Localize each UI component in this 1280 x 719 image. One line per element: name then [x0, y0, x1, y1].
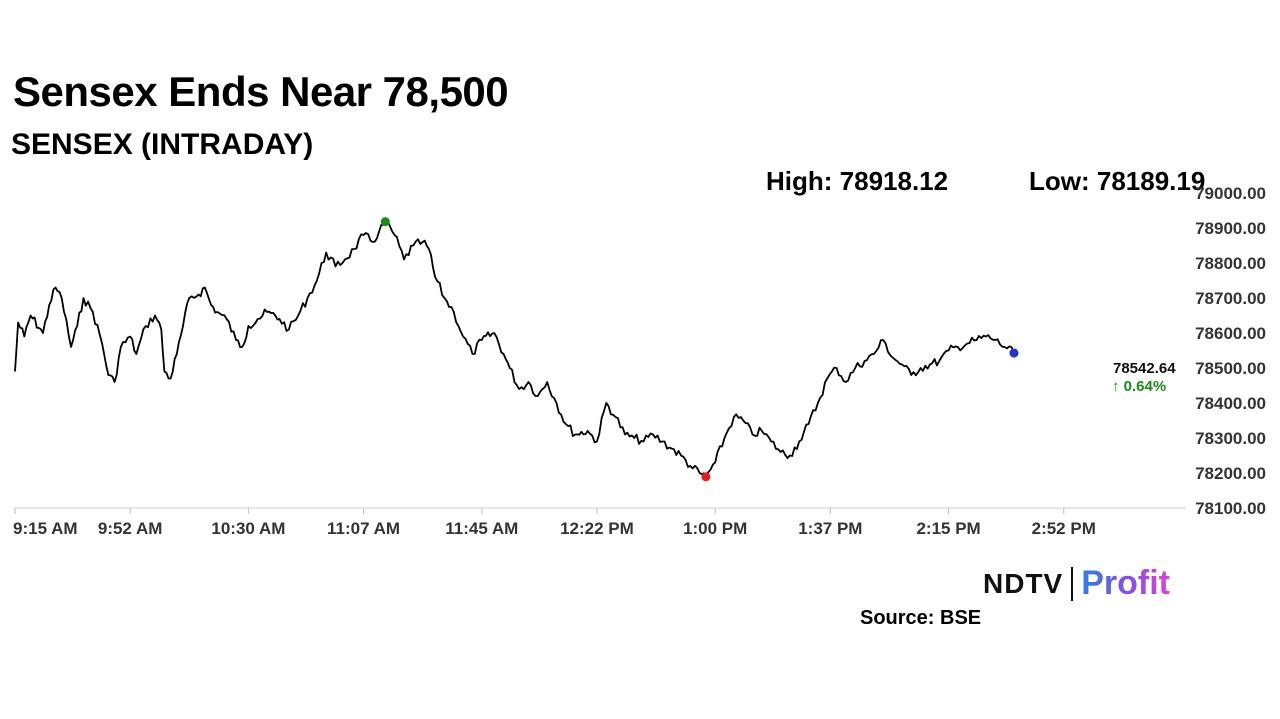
x-tick-label: 2:52 PM [1032, 519, 1096, 538]
high-point-marker [380, 217, 390, 227]
chart-subtitle: SENSEX (INTRADAY) [11, 128, 314, 161]
ndtv-profit-logo: NDTV Profit [983, 564, 1170, 603]
x-tick-label: 11:45 AM [445, 519, 518, 538]
last-point-marker [1009, 348, 1019, 358]
low-point-marker [701, 472, 711, 482]
y-tick-label: 78900.00 [1195, 219, 1266, 238]
x-tick-label: 2:15 PM [916, 519, 980, 538]
y-tick-label: 78100.00 [1195, 499, 1266, 518]
headline: Sensex Ends Near 78,500 [13, 68, 509, 115]
x-tick-label: 10:30 AM [211, 519, 285, 538]
y-tick-label: 78500.00 [1195, 359, 1266, 378]
y-tick-label: 78700.00 [1195, 289, 1266, 308]
series-layer [14, 220, 1015, 478]
last-value-labels: 78542.64↑ 0.64% [1112, 360, 1176, 395]
y-tick-label: 78800.00 [1195, 254, 1266, 273]
brand-divider [1071, 566, 1074, 601]
y-axis: 78100.00 78200.00 78300.00 78400.00 78500.00… [1195, 184, 1266, 518]
y-tick-label: 78400.00 [1195, 394, 1266, 413]
x-tick-label: 11:07 AM [327, 519, 400, 538]
x-tick-label: 12:22 PM [560, 519, 634, 538]
high-value-label: High: 78918.12 [766, 166, 949, 196]
source-note: Source: BSE [860, 607, 982, 629]
x-axis: 9:15 AM 9:52 AM 10:30 AM 11:07 AM 11:45 AM 12… [13, 507, 1186, 538]
series-line-sensex [14, 220, 1015, 478]
change-percent-label: ↑ 0.64% [1112, 378, 1166, 395]
x-tick-label: 9:15 AM [13, 519, 78, 538]
last-value-label: 78542.64 [1113, 360, 1176, 377]
x-tick-label: 1:37 PM [798, 519, 862, 538]
markers-layer [380, 217, 1019, 482]
y-tick-label: 79000.00 [1195, 184, 1266, 203]
x-tick-label: 1:00 PM [683, 519, 747, 538]
y-tick-label: 78200.00 [1195, 464, 1266, 483]
y-tick-label: 78600.00 [1195, 324, 1266, 343]
brand-profit: Profit [1081, 564, 1171, 602]
y-tick-label: 78300.00 [1195, 429, 1266, 448]
low-value-label: Low: 78189.19 [1029, 166, 1206, 196]
brand-ndtv: NDTV [983, 567, 1064, 599]
x-tick-label: 9:52 AM [98, 519, 163, 538]
